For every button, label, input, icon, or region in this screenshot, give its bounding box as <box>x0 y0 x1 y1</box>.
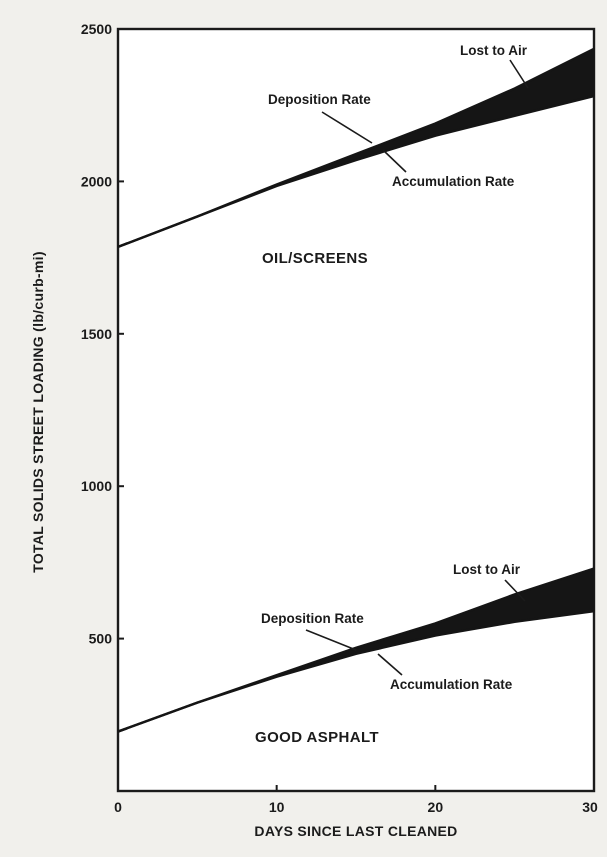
panel-label: GOOD ASPHALT <box>255 729 379 746</box>
series-lines <box>117 47 595 733</box>
annotation-labels: OIL/SCREENS Lost to Air Deposition Rate Acc… <box>255 43 528 746</box>
plot-area <box>116 27 596 793</box>
y-tick-label: 2500 <box>81 21 112 37</box>
plot-frame <box>116 27 596 793</box>
annotation-leaders <box>305 59 529 676</box>
lost-to-air-label-leader <box>504 579 526 602</box>
y-tick-label: 1500 <box>81 326 112 342</box>
x-tick-label: 10 <box>269 799 285 815</box>
x-tick-label: 20 <box>428 799 444 815</box>
x-tick-label: 30 <box>582 799 598 815</box>
accumulation-rate-label-leader <box>377 653 403 676</box>
y-tick-label: 1000 <box>81 478 112 494</box>
panel-label: OIL/SCREENS <box>262 250 368 267</box>
accumulation-rate-line <box>117 94 595 249</box>
y-tick-label: 500 <box>89 631 113 647</box>
accumulation-rate-label: Accumulation Rate <box>392 174 515 189</box>
deposition-rate-label-leader <box>305 629 357 651</box>
axis-ticks: 500 1000 1500 2000 2500 0 10 20 30 <box>81 21 598 815</box>
lost-to-air-label: Lost to Air <box>453 562 521 577</box>
x-tick-label: 0 <box>114 799 122 815</box>
deposition-rate-label-leader <box>321 111 373 144</box>
deposition-rate-label: Deposition Rate <box>268 92 371 107</box>
x-axis-title: DAYS SINCE LAST CLEANED <box>254 823 457 839</box>
y-axis-title: TOTAL SOLIDS STREET LOADING (lb/curb-mi) <box>30 251 46 573</box>
accumulation-rate-label: Accumulation Rate <box>390 677 513 692</box>
accumulation-rate-label-leader <box>382 149 407 173</box>
deposition-rate-label: Deposition Rate <box>261 611 364 626</box>
lost-to-air-label-leader <box>509 59 529 89</box>
lost-to-air-label: Lost to Air <box>460 43 528 58</box>
accumulation-rate-line <box>117 609 595 733</box>
y-tick-label: 2000 <box>81 173 112 189</box>
